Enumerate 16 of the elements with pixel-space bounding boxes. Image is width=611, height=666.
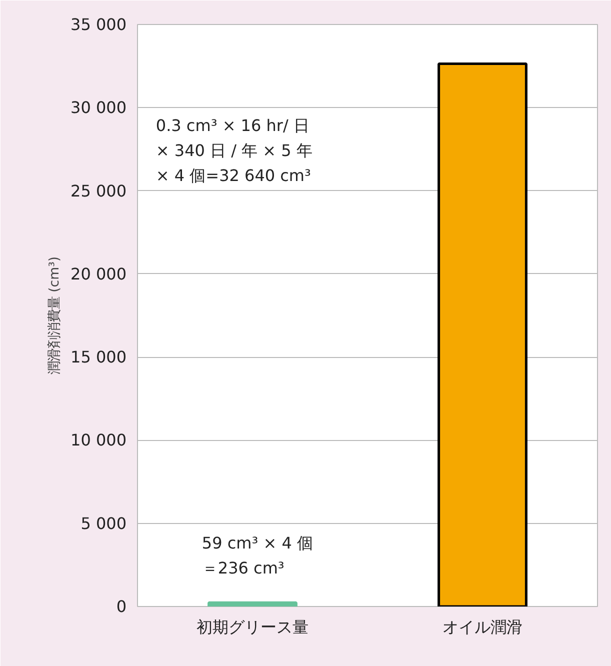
x-tick-label: オイル潤滑 xyxy=(442,618,522,636)
y-tick-label: 25 000 xyxy=(70,181,126,200)
annotation: 59 cm³ × 4 個 xyxy=(202,533,313,552)
annotation: × 4 個=32 640 cm³ xyxy=(156,166,311,185)
y-tick-label: 35 000 xyxy=(70,15,126,34)
x-tick-label: 初期グリース量 xyxy=(196,618,308,636)
y-tick-label: 10 000 xyxy=(70,430,126,450)
annotation: 0.3 cm³ × 16 hr/ 日 xyxy=(156,116,310,135)
y-axis-title: 潤滑剤消費量 (cm³) xyxy=(48,256,63,375)
y-tick-label: 5 000 xyxy=(80,514,127,533)
y-tick-label: 0 xyxy=(116,597,127,616)
y-tick-label: 15 000 xyxy=(70,348,126,367)
y-tick-label: 20 000 xyxy=(70,264,126,284)
y-tick-label: 30 000 xyxy=(70,98,126,118)
annotation: × 340 日 / 年 × 5 年 xyxy=(156,140,312,160)
annotation: ＝236 cm³ xyxy=(202,558,284,578)
